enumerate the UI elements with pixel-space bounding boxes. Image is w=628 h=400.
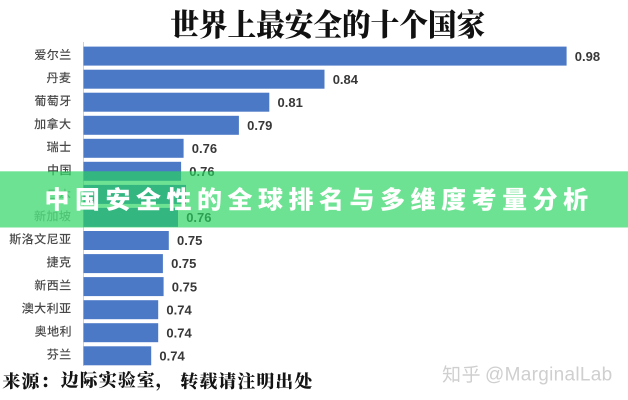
svg-text:@MarginalLab: @MarginalLab [485, 365, 612, 386]
svg-text:0.79: 0.79 [247, 118, 272, 133]
svg-text:0.84: 0.84 [333, 72, 359, 87]
svg-text:0.76: 0.76 [192, 141, 217, 156]
svg-text:0.74: 0.74 [166, 325, 192, 340]
svg-text:0.74: 0.74 [159, 349, 185, 364]
svg-text:0.98: 0.98 [575, 49, 600, 64]
svg-text:0.75: 0.75 [177, 233, 202, 248]
svg-text:0.75: 0.75 [172, 279, 197, 294]
svg-text:0.75: 0.75 [171, 256, 196, 271]
svg-text:0.74: 0.74 [166, 302, 192, 317]
svg-text:@MarginalLab: @MarginalLab [485, 366, 612, 387]
svg-text:0.81: 0.81 [278, 95, 303, 110]
